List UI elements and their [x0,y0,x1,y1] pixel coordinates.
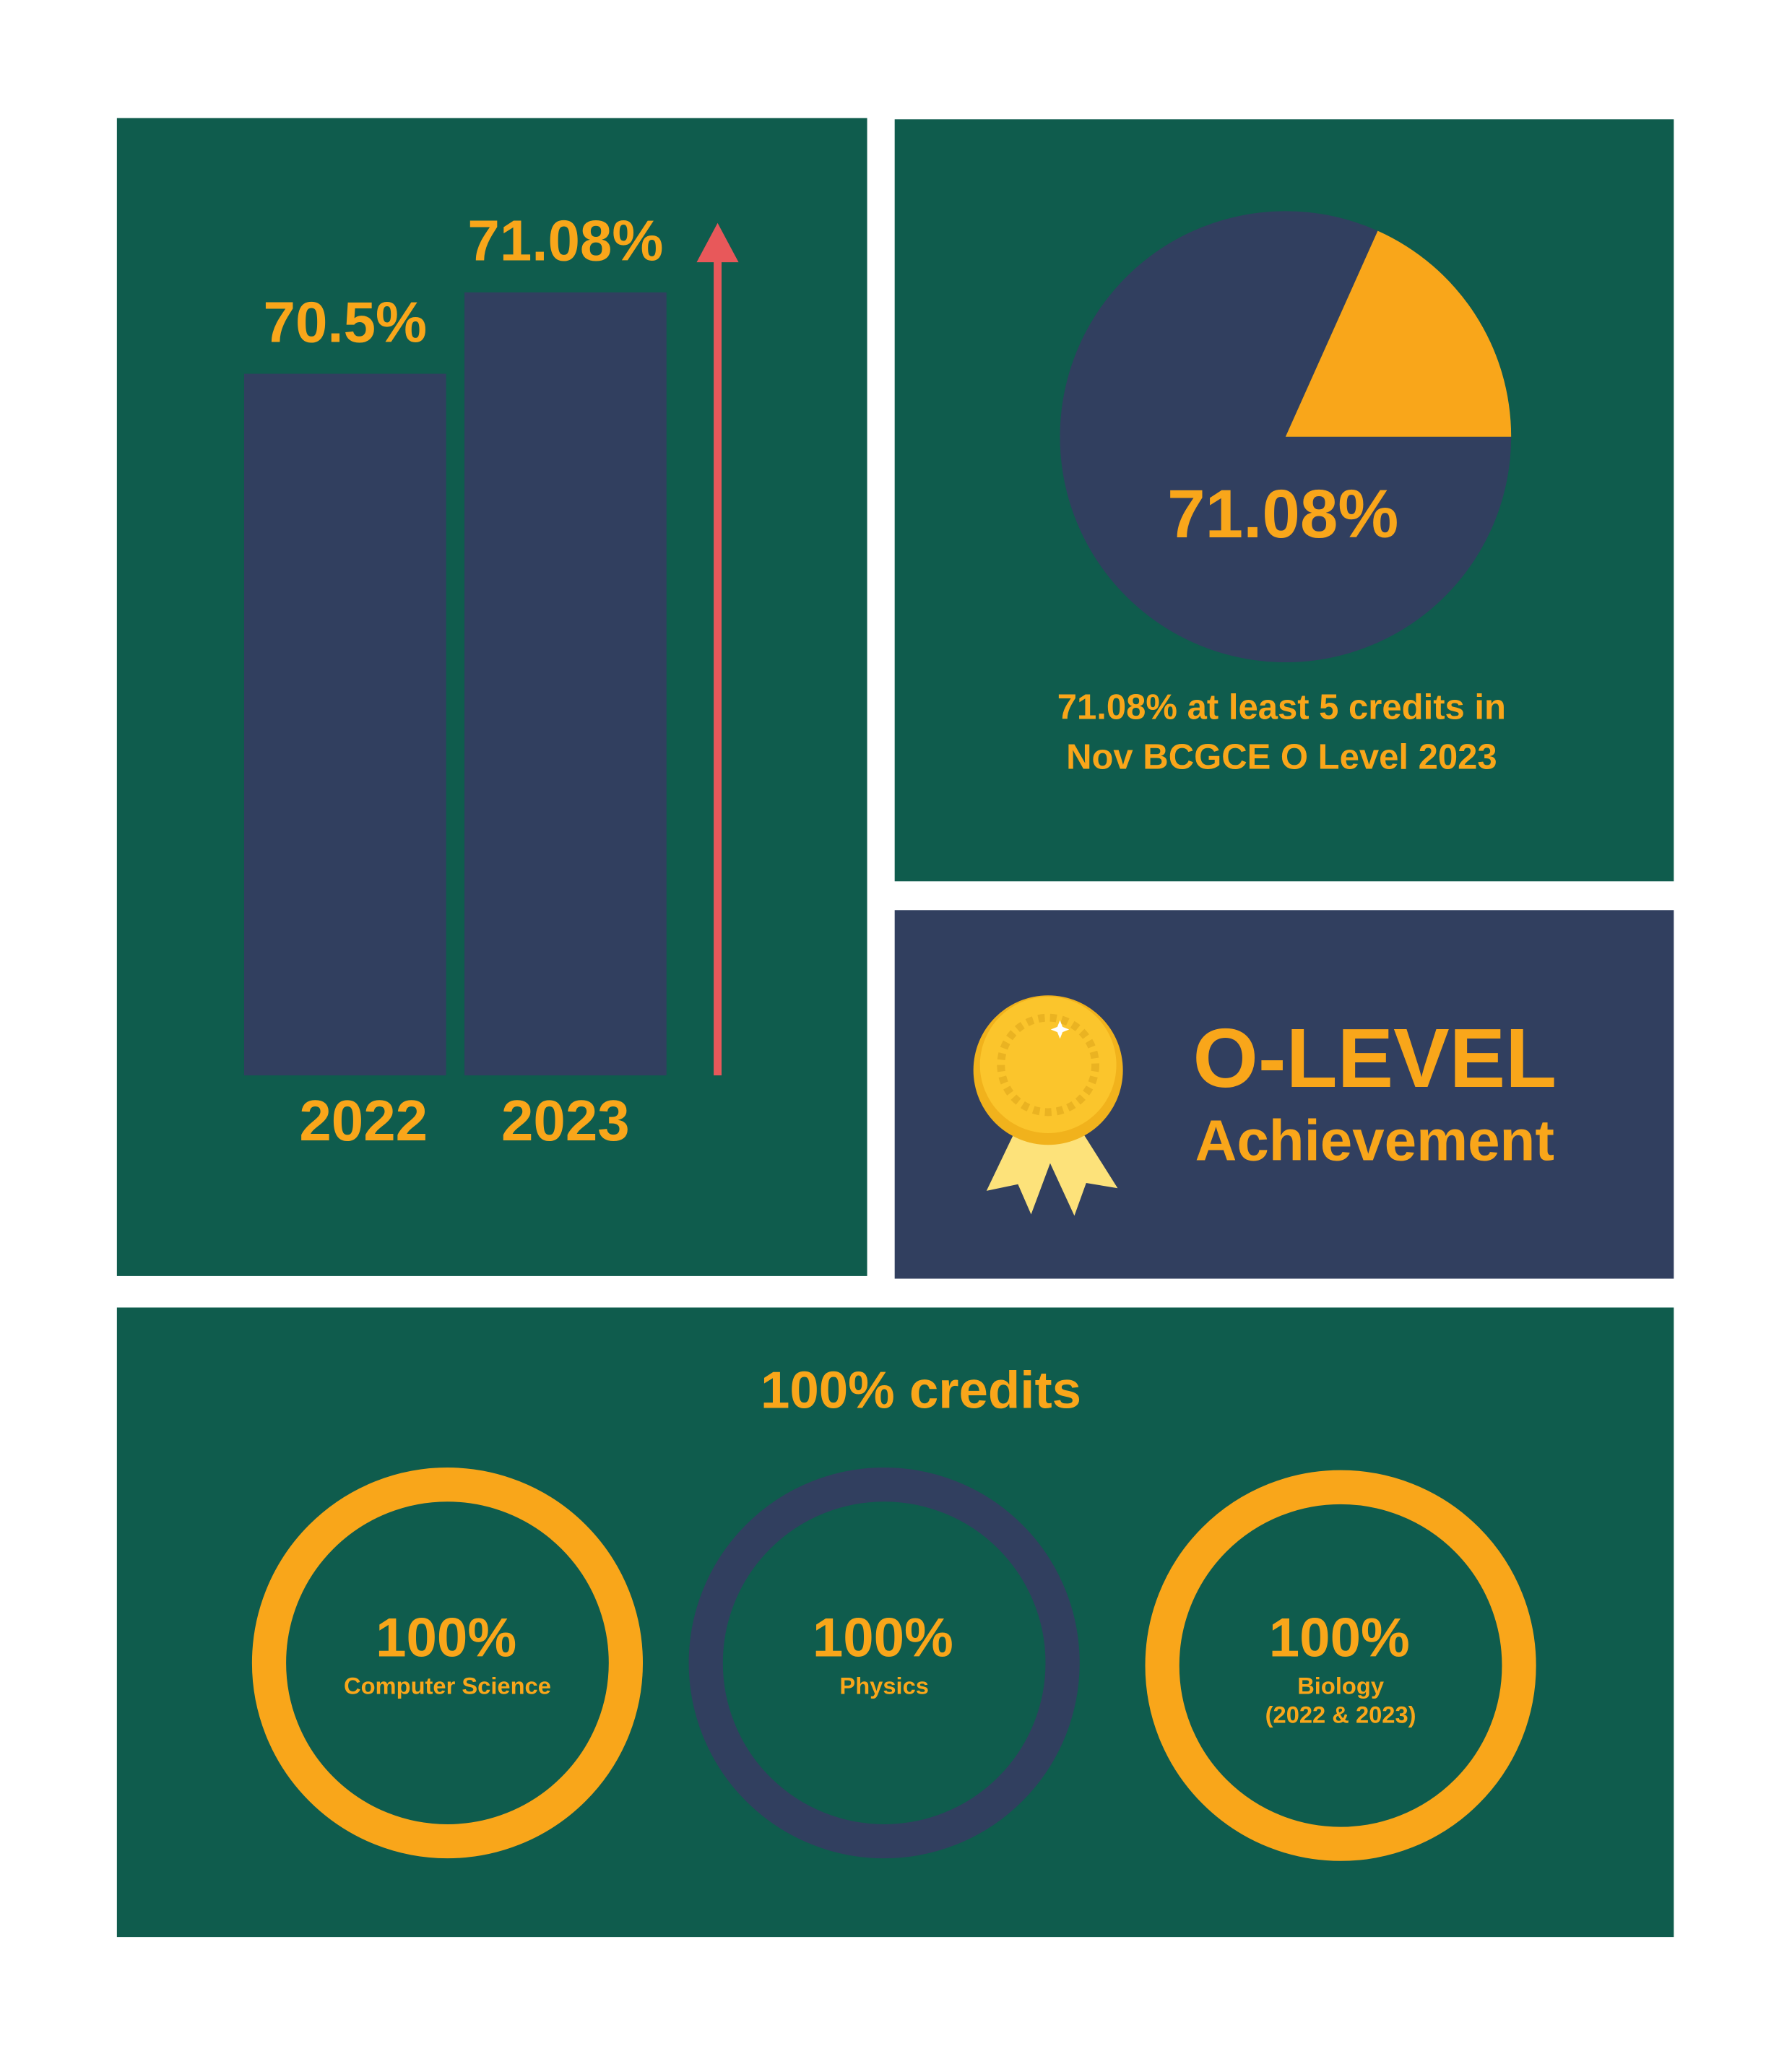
credit-subject: Computer Science [344,1673,551,1699]
credit-ring [251,1468,644,1859]
x-tick-label: 2022 [299,1088,428,1153]
value-label: 71.08% [467,209,663,273]
badge-title: O-LEVEL [1193,1011,1557,1105]
pie-slice [1060,211,1512,663]
arrow-head [696,222,739,263]
pie-caption: Nov BCGCE O Level 2023 [1066,737,1497,776]
value-label: 70.5% [264,290,428,354]
pie-caption: 71.08% at least 5 credits in [1057,688,1506,727]
credit-subject: Biology [1297,1673,1384,1699]
credit-subject: Physics [839,1673,929,1699]
pie-annotation: 71.08% [1167,477,1398,552]
pie-slice [1285,230,1512,437]
badge-subtitle: Achievement [1195,1108,1554,1172]
credit-note: (2022 & 2023) [1265,1702,1416,1728]
bar [464,292,667,1076]
bar [243,373,446,1076]
credit-ring [688,1468,1080,1859]
credit-percent: 100% [1269,1608,1410,1669]
credits-title: 100% credits [761,1361,1081,1420]
credit-percent: 100% [376,1608,516,1669]
medal-icon [973,995,1123,1216]
x-tick-label: 2023 [501,1088,630,1153]
credit-ring [1145,1470,1536,1861]
credit-percent: 100% [813,1608,953,1669]
